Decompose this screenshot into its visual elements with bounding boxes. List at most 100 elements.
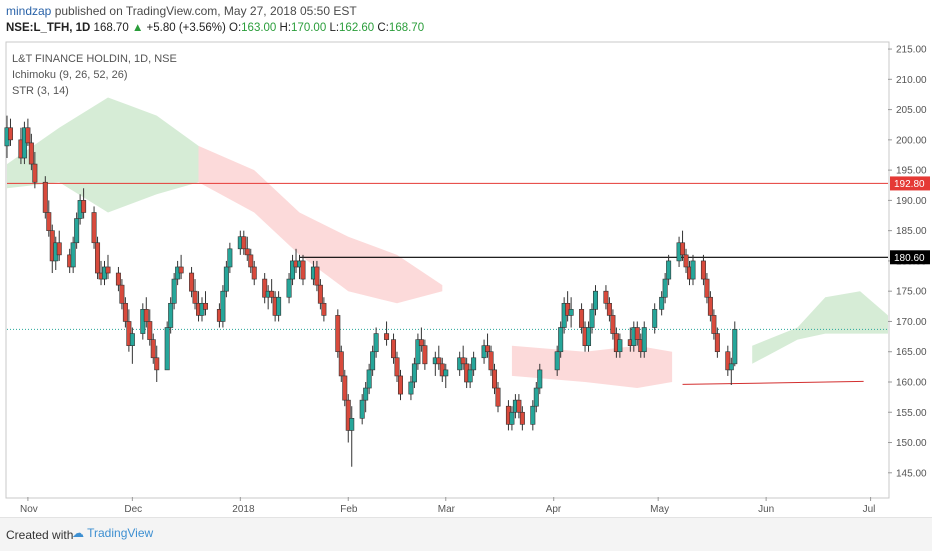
candle-body	[338, 351, 344, 377]
candle-body	[519, 411, 525, 425]
candle-body	[460, 357, 466, 365]
level-line-2[interactable]	[682, 380, 864, 385]
candle-2018-05-21	[725, 345, 731, 376]
candle-2017-12-27	[220, 285, 226, 328]
candle-body	[436, 357, 442, 365]
candle-body	[119, 284, 125, 304]
candle-body	[227, 248, 233, 268]
low-value: 162.60	[339, 22, 375, 34]
candle-2018-01-12	[276, 291, 282, 322]
author-link[interactable]: mindzap	[6, 4, 52, 18]
publish-info: mindzap published on TradingView.com, Ma…	[6, 4, 357, 18]
candle-2017-12-28	[223, 260, 229, 298]
candle-2018-05-04	[666, 254, 672, 286]
candle-body	[641, 327, 647, 353]
candle-2017-11-06	[42, 176, 48, 219]
candle-body	[115, 272, 121, 286]
candles	[4, 115, 738, 467]
candle-body	[690, 260, 696, 280]
cloud-red-2	[511, 345, 673, 388]
candle-2017-11-10	[56, 230, 62, 261]
legend-symbol[interactable]: L&T FINANCE HOLDIN, 1D, NSE	[12, 53, 177, 65]
chart-legend: L&T FINANCE HOLDIN, 1D, NSE Ichimoku (9,…	[12, 53, 177, 97]
price-change: +5.80 (+3.56%)	[146, 22, 226, 34]
candle-2018-04-09	[579, 303, 585, 334]
candle-body	[269, 290, 275, 298]
candle-body	[530, 405, 536, 425]
candle-body	[373, 333, 379, 353]
candle-body	[652, 309, 658, 328]
candle-body	[666, 260, 672, 280]
candle-body	[728, 363, 734, 371]
time-axis[interactable]: Nov Dec 2018 Feb Mar Apr May Jun Jul	[20, 497, 875, 515]
candle-body	[384, 333, 390, 340]
legend-ichimoku[interactable]: Ichimoku (9, 26, 52, 26)	[12, 69, 128, 81]
candle-2017-12-11	[164, 321, 170, 371]
y-tick-label: 155.00	[896, 408, 927, 419]
close-value: 168.70	[388, 22, 425, 34]
candle-2018-03-14	[488, 345, 494, 376]
y-tick-label: 195.00	[896, 166, 927, 177]
y-tick-label: 205.00	[896, 105, 927, 116]
candle-body	[321, 302, 327, 316]
price-label-box	[890, 250, 930, 265]
candle-2018-02-22	[418, 327, 424, 352]
candle-2018-01-16	[290, 254, 296, 286]
candle-2018-01-24	[317, 279, 323, 310]
candle-body	[46, 212, 52, 231]
chart-header: mindzap published on TradingView.com, Ma…	[0, 0, 932, 40]
candle-2018-01-02	[241, 230, 247, 255]
candle-2018-05-15	[704, 273, 710, 304]
symbol-name[interactable]: NSE:L_TFH, 1D	[6, 22, 91, 34]
candle-body	[422, 345, 428, 365]
candle-2018-01-25	[321, 297, 327, 322]
tradingview-logo[interactable]: ☁ TradingView	[72, 526, 153, 540]
candle-body	[370, 351, 376, 371]
candle-body	[363, 387, 369, 401]
candle-body	[516, 399, 522, 413]
candle-2018-02-12	[384, 321, 390, 346]
candle-2018-02-08	[370, 345, 376, 376]
candle-body	[95, 242, 101, 274]
tradingview-cloud-icon: ☁	[72, 526, 84, 540]
y-tick-label: 170.00	[896, 317, 927, 328]
candle-body	[592, 290, 598, 310]
price-chart[interactable]: 215.00 210.00 205.00 200.00 195.00 190.00 185.…	[0, 40, 932, 517]
candle-body	[391, 339, 397, 359]
candle-2018-04-06	[568, 297, 574, 328]
candle-2018-02-16	[397, 369, 403, 401]
candle-2018-01-29	[335, 309, 341, 358]
candle-body	[286, 278, 292, 298]
candle-2018-03-01	[443, 363, 449, 389]
candle-2018-04-25	[634, 321, 640, 346]
candle-2018-02-20	[411, 357, 417, 389]
candle-body	[154, 357, 160, 371]
candle-body	[143, 309, 149, 322]
candle-body	[150, 339, 156, 359]
candle-2017-12-18	[189, 266, 195, 298]
candle-body	[680, 242, 686, 256]
candle-body	[366, 369, 372, 389]
candle-body	[443, 369, 449, 377]
candle-body	[290, 260, 296, 280]
x-tick-label: Feb	[340, 504, 358, 515]
candle-2018-02-02	[349, 406, 355, 467]
candle-body	[359, 399, 365, 419]
legend-str[interactable]: STR (3, 14)	[12, 85, 69, 97]
candle-2018-01-19	[300, 254, 306, 286]
candle-2017-11-14	[70, 236, 76, 274]
x-tick-label: Nov	[20, 504, 38, 515]
candle-2017-11-24	[105, 254, 111, 280]
candle-2018-04-16	[603, 285, 609, 310]
candle-2018-05-14	[700, 254, 706, 286]
candle-body	[394, 357, 400, 377]
y-tick-label: 210.00	[896, 75, 927, 86]
horizontal-levels[interactable]	[7, 182, 888, 385]
candle-body	[589, 309, 595, 328]
candle-body	[220, 290, 226, 322]
candle-2017-11-15	[74, 212, 80, 249]
candle-2017-11-02	[28, 133, 34, 171]
candle-2017-11-27	[115, 266, 121, 292]
candle-body	[28, 142, 34, 165]
candle-2018-04-30	[652, 303, 658, 334]
